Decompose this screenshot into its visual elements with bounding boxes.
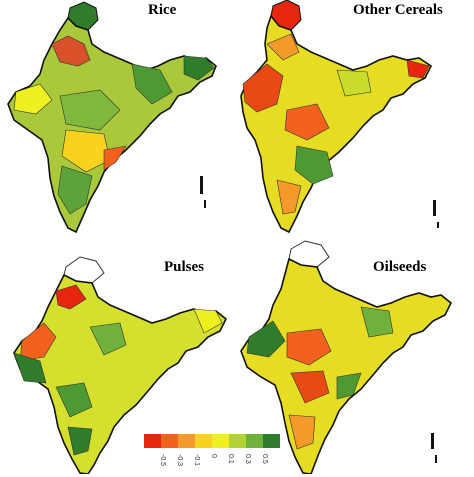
region-north (51, 35, 91, 67)
region-east (336, 69, 372, 97)
india-map-oilseeds (240, 240, 453, 474)
panel-title: Other Cereals (353, 2, 443, 18)
legend-tick-label: 0 (210, 454, 217, 458)
region-north (266, 33, 300, 61)
region-south (67, 426, 93, 456)
region-deccan (61, 129, 111, 173)
region-deccan (290, 370, 330, 404)
region-south (276, 179, 302, 215)
region-south (288, 414, 316, 450)
map-panel-rice: Rice (0, 0, 237, 237)
region-deccan (55, 382, 93, 418)
region-east (131, 63, 173, 105)
region-west (13, 83, 53, 115)
region-north (55, 284, 87, 310)
legend-swatch (195, 434, 212, 448)
region-northeast (193, 308, 223, 334)
region-east (360, 306, 394, 338)
region-central (89, 322, 127, 356)
region-central (284, 103, 330, 141)
region-west (13, 352, 47, 384)
region-northwest (242, 63, 284, 113)
island-dots (431, 433, 437, 463)
panel-title: Pulses (164, 259, 205, 275)
india-map-rice (7, 1, 217, 234)
india-outline (7, 16, 217, 234)
legend-swatch (178, 434, 195, 448)
region-west (246, 320, 286, 358)
legend-tick-label: 0.5 (261, 454, 268, 464)
legend-swatch (161, 434, 178, 448)
legend-tick-label: -0.1 (193, 454, 200, 466)
region-northeast (406, 59, 430, 79)
panel-title: Oilseeds (373, 259, 427, 275)
island-dots (200, 176, 206, 208)
legend-scale: -0.5 -0.3 -0.1 0 0.1 0.3 0.5 (144, 434, 280, 466)
region-south (57, 165, 93, 215)
panel-title: Rice (148, 2, 177, 18)
region-central (59, 89, 121, 131)
india-outline (240, 14, 433, 234)
island-dots (433, 200, 439, 228)
region-coast (103, 145, 127, 171)
map-panel-other-cereals: Other Cereals (237, 0, 474, 237)
region-east-coast (336, 372, 362, 400)
india-map-pulses (13, 256, 228, 474)
map-panel-oilseeds: Oilseeds (237, 237, 474, 474)
legend-tick-label: 0.1 (227, 454, 234, 464)
legend-swatch (229, 434, 246, 448)
legend-swatch (212, 434, 229, 448)
legend-swatch (263, 434, 280, 448)
legend-tick-label: -0.5 (159, 454, 166, 466)
india-map-other-cereals (240, 0, 439, 234)
legend-tick-label: 0.3 (244, 454, 251, 464)
map-panel-pulses: Pulses (0, 237, 237, 474)
legend-tick-label: -0.3 (176, 454, 183, 466)
color-legend: -0.5 -0.3 -0.1 0 0.1 0.3 0.5 (140, 432, 290, 477)
region-northeast (183, 55, 215, 81)
region-deccan (294, 145, 334, 185)
legend-swatch (246, 434, 263, 448)
region-central (286, 328, 332, 366)
legend-swatch (144, 434, 161, 448)
